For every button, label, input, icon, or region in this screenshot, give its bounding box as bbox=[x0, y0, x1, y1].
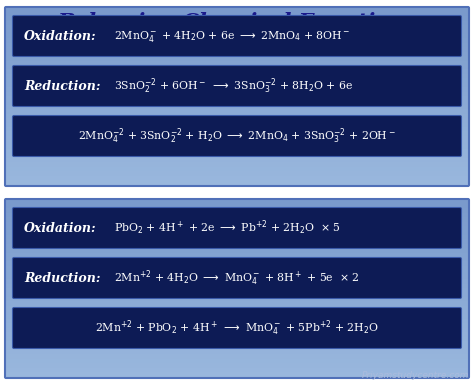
Bar bbox=[6, 118, 468, 123]
Bar bbox=[6, 167, 468, 172]
Bar bbox=[6, 354, 468, 359]
Bar bbox=[6, 244, 468, 249]
Bar bbox=[6, 213, 468, 218]
Bar bbox=[6, 52, 468, 57]
Bar bbox=[6, 149, 468, 154]
Bar bbox=[6, 319, 468, 324]
Bar bbox=[6, 284, 468, 288]
Bar bbox=[6, 341, 468, 346]
Bar bbox=[6, 363, 468, 368]
Text: 3SnO$_2^{-2}$ + 6OH$^-$ $\longrightarrow$ 3SnO$_3^{-2}$ + 8H$_2$O + 6e: 3SnO$_2^{-2}$ + 6OH$^-$ $\longrightarrow… bbox=[114, 76, 353, 96]
Bar bbox=[6, 306, 468, 311]
Bar bbox=[6, 65, 468, 70]
Text: 2MnO$_4^-$ + 4H$_2$O + 6e $\longrightarrow$ 2MnO$_4$ + 8OH$^-$: 2MnO$_4^-$ + 4H$_2$O + 6e $\longrightarr… bbox=[114, 28, 350, 44]
Bar bbox=[6, 56, 468, 61]
Bar bbox=[6, 217, 468, 222]
Bar bbox=[6, 7, 468, 12]
Bar bbox=[6, 74, 468, 79]
Bar bbox=[6, 60, 468, 65]
Bar bbox=[6, 96, 468, 101]
Bar bbox=[6, 301, 468, 306]
Bar bbox=[6, 350, 468, 355]
Bar bbox=[6, 231, 468, 235]
Bar bbox=[6, 38, 468, 44]
Bar bbox=[6, 323, 468, 328]
Bar bbox=[6, 372, 468, 377]
Bar bbox=[6, 176, 468, 181]
Text: 2Mn$^{+2}$ + PbO$_2$ + 4H$^+$ $\longrightarrow$ MnO$_4^-$ + 5Pb$^{+2}$ + 2H$_2$O: 2Mn$^{+2}$ + PbO$_2$ + 4H$^+$ $\longrigh… bbox=[95, 318, 379, 338]
Bar bbox=[6, 109, 468, 114]
Bar bbox=[6, 222, 468, 226]
FancyBboxPatch shape bbox=[12, 116, 462, 156]
Bar bbox=[6, 162, 468, 167]
Bar bbox=[6, 92, 468, 97]
Bar bbox=[6, 12, 468, 17]
Text: 2MnO$_4^{-2}$ + 3SnO$_2^{-2}$ + H$_2$O $\longrightarrow$ 2MnO$_4$ + 3SnO$_3^{-2}: 2MnO$_4^{-2}$ + 3SnO$_2^{-2}$ + H$_2$O $… bbox=[78, 126, 396, 146]
Bar bbox=[6, 127, 468, 132]
Bar bbox=[6, 122, 468, 127]
Text: Priyamstudycentre.com: Priyamstudycentre.com bbox=[362, 371, 469, 380]
Bar bbox=[6, 78, 468, 83]
Bar bbox=[6, 25, 468, 30]
Text: PbO$_2$ + 4H$^+$ + 2e $\longrightarrow$ Pb$^{+2}$ + 2H$_2$O  $\times$ 5: PbO$_2$ + 4H$^+$ + 2e $\longrightarrow$ … bbox=[114, 219, 341, 237]
Bar bbox=[6, 266, 468, 271]
Bar bbox=[6, 30, 468, 35]
Bar bbox=[6, 310, 468, 315]
Bar bbox=[6, 43, 468, 48]
Bar bbox=[6, 270, 468, 275]
Bar bbox=[6, 279, 468, 284]
Bar bbox=[6, 288, 468, 293]
Bar bbox=[6, 239, 468, 244]
Text: Balancing Chemical Equations: Balancing Chemical Equations bbox=[57, 12, 417, 32]
Bar bbox=[6, 253, 468, 258]
Bar bbox=[6, 199, 468, 204]
Bar bbox=[6, 83, 468, 88]
Bar bbox=[6, 226, 468, 231]
Bar bbox=[6, 248, 468, 253]
Bar bbox=[6, 315, 468, 320]
Bar bbox=[6, 140, 468, 145]
Bar bbox=[6, 257, 468, 262]
Bar bbox=[6, 136, 468, 141]
Bar bbox=[6, 293, 468, 297]
Bar bbox=[6, 16, 468, 21]
Text: Oxidation:: Oxidation: bbox=[24, 221, 97, 234]
Bar bbox=[6, 154, 468, 159]
Bar bbox=[6, 235, 468, 240]
Bar bbox=[6, 336, 468, 341]
Bar bbox=[6, 297, 468, 302]
FancyBboxPatch shape bbox=[12, 258, 462, 298]
Bar bbox=[6, 204, 468, 209]
Bar bbox=[6, 368, 468, 373]
Bar bbox=[6, 158, 468, 163]
Bar bbox=[6, 21, 468, 26]
Bar bbox=[6, 131, 468, 136]
FancyBboxPatch shape bbox=[12, 15, 462, 57]
Bar bbox=[6, 171, 468, 176]
Bar bbox=[6, 345, 468, 350]
Bar bbox=[6, 275, 468, 280]
Bar bbox=[6, 105, 468, 110]
Text: Reduction:: Reduction: bbox=[24, 271, 100, 285]
Text: 2Mn$^{+2}$ + 4H$_2$O $\longrightarrow$ MnO$_4^-$ + 8H$^+$ + 5e  $\times$ 2: 2Mn$^{+2}$ + 4H$_2$O $\longrightarrow$ M… bbox=[114, 268, 360, 288]
Bar bbox=[6, 114, 468, 119]
Bar bbox=[6, 261, 468, 266]
Bar bbox=[6, 34, 468, 39]
Bar bbox=[6, 180, 468, 185]
Bar bbox=[6, 145, 468, 150]
FancyBboxPatch shape bbox=[12, 65, 462, 107]
Bar bbox=[6, 69, 468, 74]
Bar bbox=[6, 328, 468, 333]
Bar bbox=[6, 332, 468, 337]
FancyBboxPatch shape bbox=[12, 208, 462, 248]
Bar bbox=[6, 100, 468, 105]
Bar bbox=[6, 359, 468, 364]
Text: Oxidation:: Oxidation: bbox=[24, 30, 97, 42]
Text: Reduction:: Reduction: bbox=[24, 79, 100, 92]
Bar bbox=[6, 208, 468, 213]
Bar bbox=[6, 47, 468, 52]
FancyBboxPatch shape bbox=[12, 308, 462, 348]
Bar bbox=[6, 87, 468, 92]
